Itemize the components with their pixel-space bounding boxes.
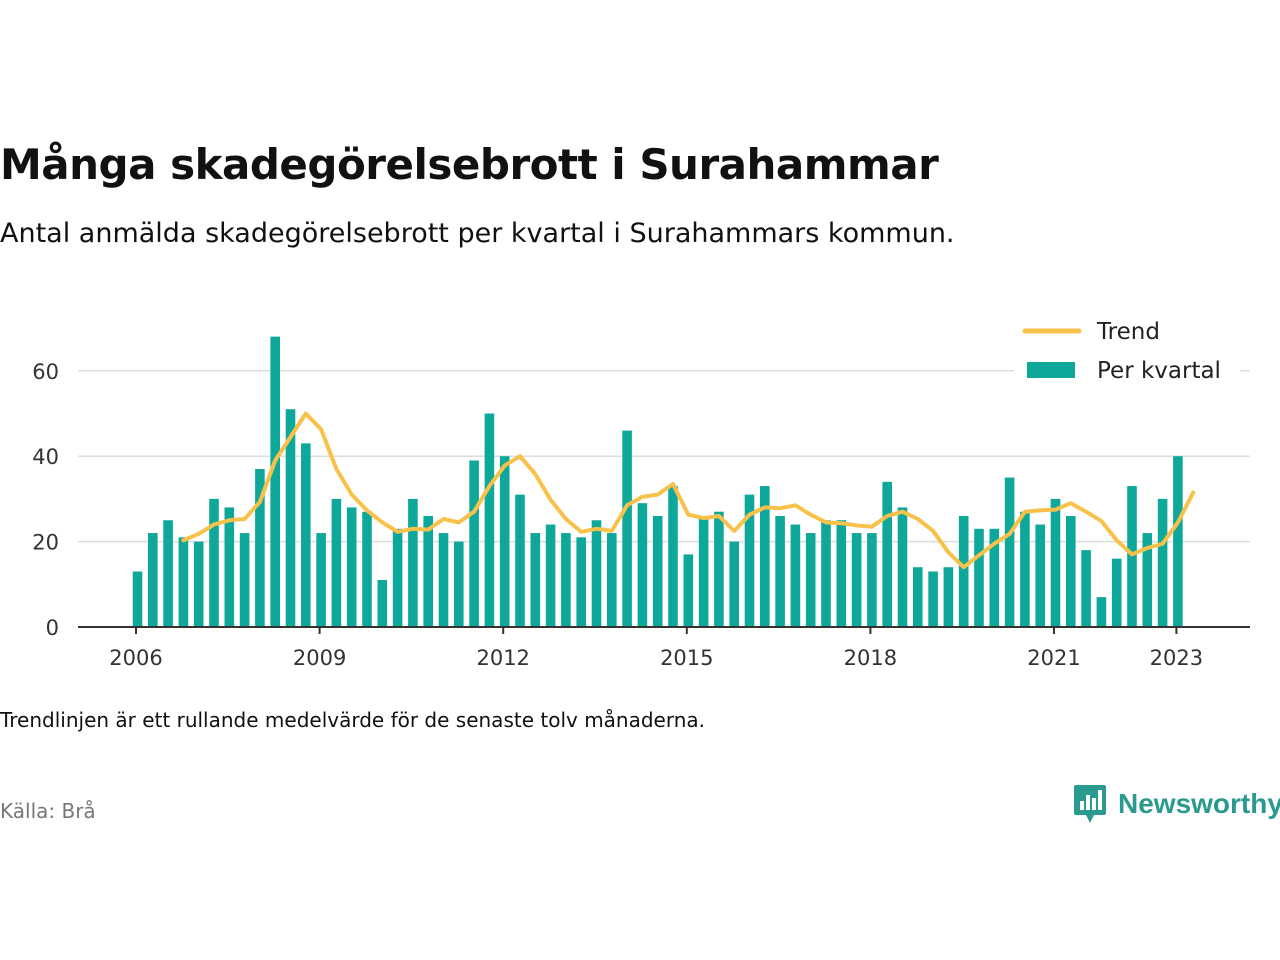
bar xyxy=(851,533,862,627)
y-tick-label: 0 xyxy=(46,616,59,640)
bar xyxy=(1127,486,1137,627)
bar xyxy=(1111,558,1122,627)
y-tick-label: 20 xyxy=(32,531,59,555)
bar xyxy=(943,567,954,627)
chart-title: Många skadegörelsebrott i Surahammar xyxy=(0,140,939,189)
bar xyxy=(913,567,923,627)
x-tick-label: 2018 xyxy=(844,646,897,670)
bar xyxy=(255,469,265,627)
bar xyxy=(989,528,1000,627)
bar xyxy=(484,413,495,627)
bar xyxy=(454,541,464,627)
bar xyxy=(607,533,617,627)
bar xyxy=(423,515,433,627)
trend-note: Trendlinjen är ett rullande medelvärde f… xyxy=(0,708,706,732)
bar xyxy=(239,533,250,627)
y-axis-ticks: 0 20 40 60 xyxy=(32,360,59,640)
bar xyxy=(331,498,342,627)
bar-line-chart: 0 20 40 60 2006 2009 2012 2015 2018 2021 2023 Tre… xyxy=(32,312,1250,670)
bar xyxy=(821,520,831,627)
legend-background xyxy=(1014,312,1240,394)
bar xyxy=(530,533,541,627)
bar xyxy=(867,533,877,627)
bar xyxy=(729,541,739,627)
bar xyxy=(958,515,969,627)
bar xyxy=(438,533,449,627)
legend-bar-label: Per kvartal xyxy=(1097,358,1221,384)
bar xyxy=(1081,550,1091,627)
bar xyxy=(224,507,235,627)
bar xyxy=(1157,498,1168,627)
x-tick-label: 2012 xyxy=(476,646,529,670)
bar xyxy=(928,571,938,627)
bar xyxy=(652,515,663,627)
x-tick-label: 2023 xyxy=(1150,646,1203,670)
bar xyxy=(1142,533,1153,627)
bar xyxy=(561,533,571,627)
bar xyxy=(377,580,388,627)
newsworthy-logo[interactable]: Newsworthy xyxy=(1072,783,1280,825)
trend-series xyxy=(181,411,1196,570)
bar xyxy=(1004,477,1015,627)
bar xyxy=(683,554,694,627)
brand-name: Newsworthy xyxy=(1118,788,1280,819)
trend-line xyxy=(181,411,1196,570)
bar xyxy=(1020,511,1030,627)
x-axis-ticks: 2006 2009 2012 2015 2018 2021 2023 xyxy=(109,627,1203,670)
bar xyxy=(622,430,632,627)
bar xyxy=(775,515,785,627)
bar xyxy=(1096,597,1107,627)
legend: Trend Per kvartal xyxy=(1014,312,1240,394)
legend-bar-swatch xyxy=(1027,362,1075,378)
bar xyxy=(790,524,801,627)
chart-subtitle: Antal anmälda skadegörelsebrott per kvar… xyxy=(0,218,955,249)
bar xyxy=(668,486,678,627)
bar xyxy=(469,460,479,627)
bar xyxy=(1035,524,1045,627)
bar xyxy=(882,481,892,627)
bar-series xyxy=(132,336,1183,627)
bar xyxy=(591,520,602,627)
bar xyxy=(392,528,403,627)
bar xyxy=(1066,515,1076,627)
bar xyxy=(148,533,158,627)
bar xyxy=(362,511,372,627)
bar xyxy=(132,571,143,627)
bar xyxy=(714,511,724,627)
bar xyxy=(545,524,556,627)
bar xyxy=(285,409,296,627)
bar xyxy=(744,494,755,627)
bar xyxy=(698,515,709,627)
x-tick-label: 2009 xyxy=(293,646,346,670)
bar xyxy=(760,486,770,627)
bar xyxy=(178,537,189,627)
bar xyxy=(1173,456,1183,627)
bar xyxy=(163,520,173,627)
bar xyxy=(316,533,326,627)
bar xyxy=(499,456,510,627)
bar xyxy=(301,443,311,627)
x-tick-label: 2021 xyxy=(1027,646,1080,670)
legend-trend-label: Trend xyxy=(1096,319,1160,345)
bar xyxy=(209,498,219,627)
x-tick-label: 2015 xyxy=(660,646,713,670)
y-tick-label: 40 xyxy=(32,445,59,469)
newsworthy-logo-icon xyxy=(1074,785,1106,823)
bar xyxy=(805,533,816,627)
bar xyxy=(637,503,648,627)
x-tick-label: 2006 xyxy=(109,646,162,670)
bar xyxy=(270,336,280,627)
bar xyxy=(897,507,908,627)
y-tick-label: 60 xyxy=(32,360,59,384)
bar xyxy=(1050,498,1061,627)
bar xyxy=(515,494,525,627)
bar xyxy=(193,541,204,627)
bar xyxy=(576,537,586,627)
bar xyxy=(346,507,357,627)
bar xyxy=(836,520,847,627)
bar xyxy=(408,498,418,627)
bar xyxy=(974,528,984,627)
source-credit: Källa: Brå xyxy=(0,799,96,823)
